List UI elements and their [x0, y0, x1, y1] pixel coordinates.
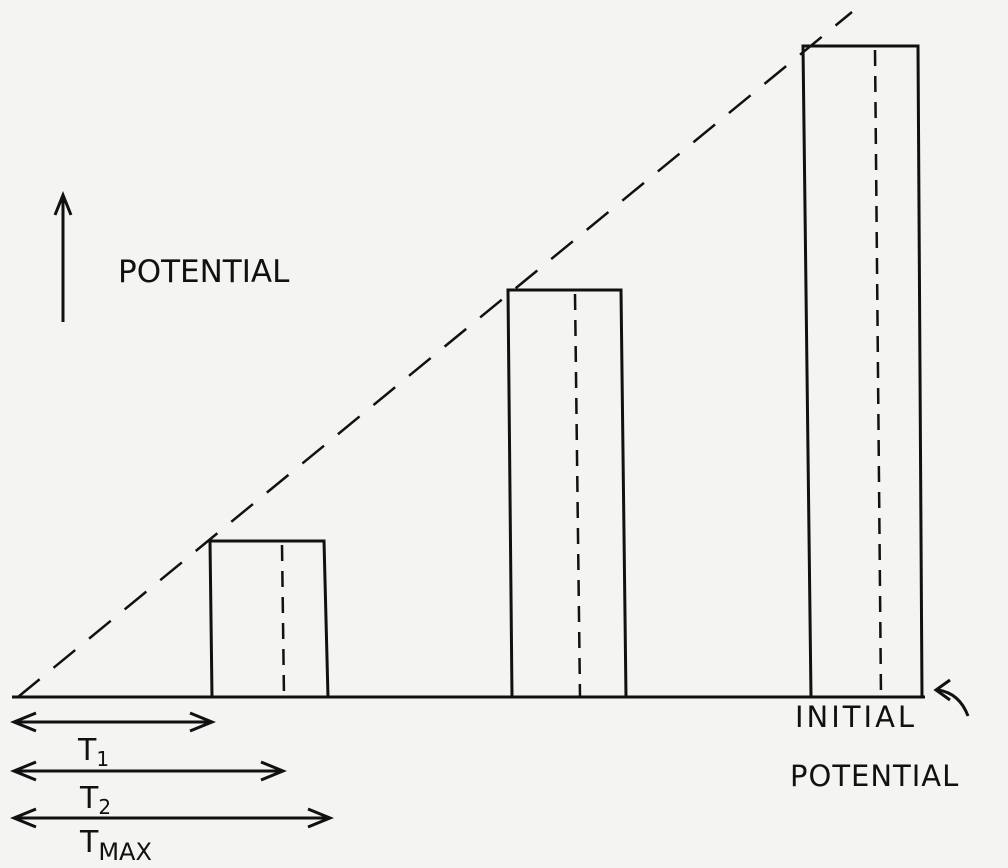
arrow-head	[307, 807, 334, 829]
label-sub: 1	[96, 747, 109, 771]
label-main: T	[77, 733, 97, 768]
label-main: T	[79, 825, 99, 860]
pulse-center	[873, 49, 883, 698]
time-arrow-3	[10, 807, 334, 829]
arrow-head	[189, 711, 216, 733]
pulse-3	[801, 44, 924, 698]
arrow-head	[10, 807, 37, 829]
pulse-outline	[208, 539, 330, 698]
initial-label: INITIAL	[795, 700, 917, 734]
pulse-outline	[506, 288, 628, 698]
arrow-head	[53, 190, 73, 216]
label-main: T	[79, 781, 99, 816]
ramp-line	[17, 11, 853, 698]
initial-label: POTENTIAL	[790, 759, 959, 793]
time-arrow-2	[10, 760, 287, 782]
pulse-1	[208, 539, 330, 698]
time-label: T1	[77, 733, 109, 771]
arrow-head	[260, 760, 287, 782]
pulse-2	[506, 288, 628, 698]
potential-arrow	[53, 190, 73, 322]
pointer-head	[933, 678, 951, 702]
label-sub: 2	[98, 795, 111, 819]
arrow-head	[10, 711, 37, 733]
pointer-curve	[937, 688, 970, 717]
initial-potential-pointer	[933, 678, 970, 717]
time-label: T2	[79, 781, 111, 819]
arrow-head	[10, 760, 37, 782]
axis-label: POTENTIAL	[118, 254, 290, 290]
label-sub: MAX	[98, 838, 152, 866]
time-arrow-1	[10, 711, 216, 733]
pulse-center	[573, 293, 582, 698]
pulse-outline	[801, 44, 924, 698]
time-label: TMAX	[79, 825, 152, 866]
